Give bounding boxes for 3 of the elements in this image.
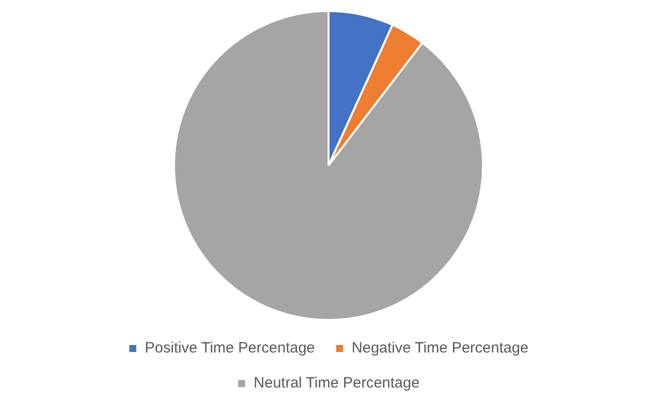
legend-label: Neutral Time Percentage	[254, 374, 420, 392]
legend-label: Positive Time Percentage	[144, 340, 315, 357]
legend-label: Negative Time Percentage	[352, 340, 528, 357]
